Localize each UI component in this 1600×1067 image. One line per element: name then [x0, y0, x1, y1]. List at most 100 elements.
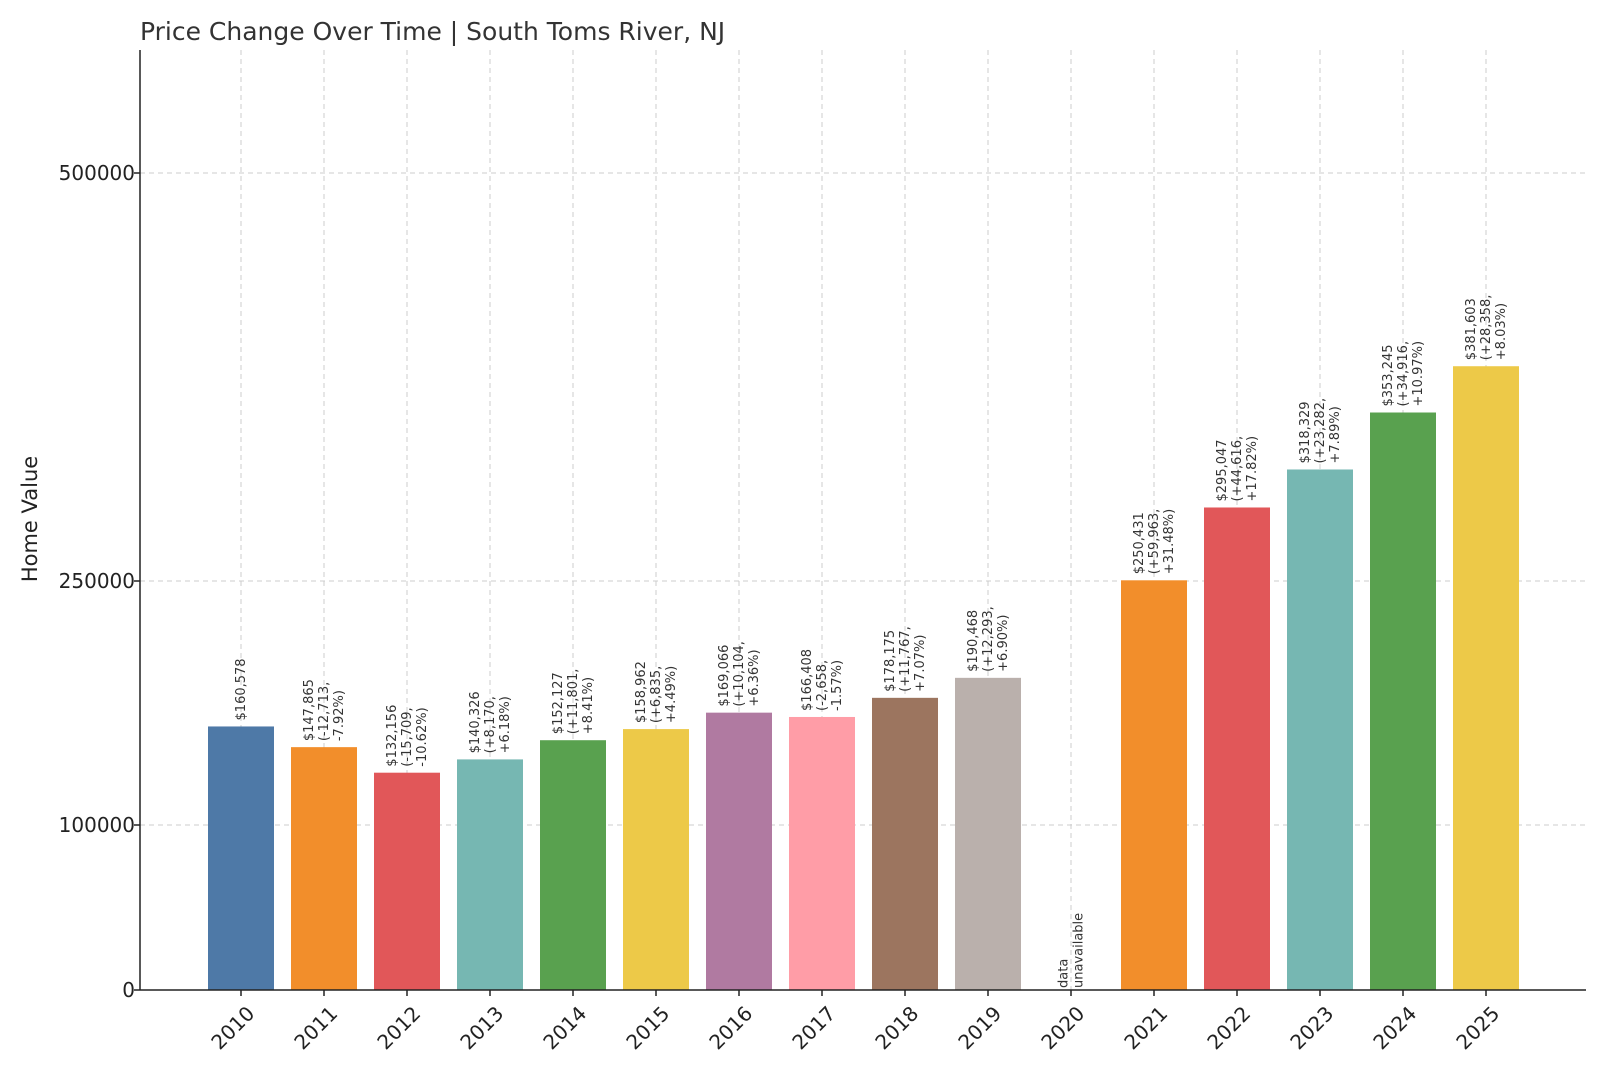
x-tick-label: 2017: [787, 1001, 840, 1054]
data-label-line: $381,603: [1464, 298, 1479, 360]
data-label-line: (+11,767,: [898, 626, 913, 692]
bar-2017: [789, 716, 855, 990]
data-label-line: data: [1057, 959, 1072, 988]
data-label-line: +6.36%): [747, 649, 762, 706]
data-label-line: (+11,801,: [566, 669, 581, 735]
data-label-line: +17.82%): [1245, 436, 1260, 502]
data-label-line: (+34,916,: [1396, 341, 1411, 407]
data-label-line: $169,066: [717, 645, 732, 707]
bar-2018: [872, 697, 938, 990]
data-label-2021: $250,431 (+59,963, +31.48%): [1132, 509, 1177, 575]
data-label-line: (-2,658,: [815, 660, 830, 711]
bar-2021: [1121, 580, 1187, 990]
y-tick-label: 100000: [59, 813, 135, 837]
x-tick-label: 2010: [206, 1001, 259, 1054]
data-label-line: $318,329: [1298, 401, 1313, 463]
data-label-line: (+44,616,: [1230, 436, 1245, 502]
data-label-line: $132,156: [385, 705, 400, 767]
y-axis-label: Home Value: [18, 456, 42, 582]
x-tick-label: 2021: [1119, 1001, 1172, 1054]
bar-2012: [374, 772, 440, 990]
y-tick-label: 250000: [59, 569, 135, 593]
bar-2019: [955, 677, 1021, 990]
data-label-2017: $166,408 (-2,658, -1.57%): [800, 649, 845, 711]
data-label-2024: $353,245 (+34,916, +10.97%): [1381, 341, 1426, 407]
data-label-2016: $169,066 (+10,104, +6.36%): [717, 641, 762, 707]
bar-2013: [457, 759, 523, 990]
x-tick-label: 2022: [1202, 1001, 1255, 1054]
data-label-line: $295,047: [1215, 439, 1230, 501]
data-label-line: (+10,104,: [732, 641, 747, 707]
data-label-2011: $147,865 (-12,713, -7.92%): [302, 679, 347, 741]
x-tick-label: 2016: [704, 1001, 757, 1054]
x-tick-label: 2013: [455, 1001, 508, 1054]
data-label-line: (-15,709,: [400, 707, 415, 766]
axes-layer: [139, 50, 1586, 991]
bar-2011: [291, 747, 357, 990]
x-tick-label: 2020: [1036, 1001, 1089, 1054]
data-label-line: $178,175: [883, 630, 898, 692]
data-labels-layer: $160,578 $147,865 (-12,713, -7.92%) $132,156…: [234, 295, 1509, 988]
bar-2023: [1287, 469, 1353, 990]
x-tick-label: 2018: [870, 1001, 923, 1054]
data-label-2014: $152,127 (+11,801, +8.41%): [551, 669, 596, 735]
x-tick-label: 2011: [289, 1001, 342, 1054]
data-label-2023: $318,329 (+23,282, +7.89%): [1298, 398, 1343, 464]
data-label-2020: data unavailable: [1057, 913, 1087, 988]
bar-2015: [623, 729, 689, 990]
data-label-line: +7.07%): [913, 635, 928, 692]
data-label-line: +6.90%): [996, 615, 1011, 672]
y-tick-label: 500000: [59, 161, 135, 185]
x-tick-label: 2025: [1451, 1001, 1504, 1054]
data-label-line: (+8,170,: [483, 696, 498, 753]
data-label-2010: $160,578: [234, 658, 249, 720]
data-label-line: (+6,835,: [649, 666, 664, 723]
bar-2024: [1370, 412, 1436, 990]
data-label-line: -10.62%): [415, 707, 430, 766]
data-label-line: (+59,963,: [1147, 509, 1162, 575]
x-tick-label: 2014: [538, 1001, 591, 1054]
data-label-line: +8.41%): [581, 677, 596, 734]
data-label-line: (-12,713,: [317, 682, 332, 741]
data-label-line: +8.03%): [1494, 303, 1509, 360]
data-label-line: (+23,282,: [1313, 398, 1328, 464]
data-label-line: $160,578: [234, 658, 249, 720]
data-label-line: +10.97%): [1411, 341, 1426, 407]
x-tick-label: 2019: [953, 1001, 1006, 1054]
data-label-2025: $381,603 (+28,358, +8.03%): [1464, 295, 1509, 361]
data-label-line: $166,408: [800, 649, 815, 711]
bars-layer: [208, 366, 1519, 991]
chart-title: Price Change Over Time | South Toms Rive…: [140, 17, 725, 46]
data-label-line: +31.48%): [1162, 509, 1177, 575]
data-label-line: +6.18%): [498, 696, 513, 753]
data-label-2019: $190,468 (+12,293, +6.90%): [966, 606, 1011, 672]
bar-2010: [208, 726, 274, 990]
data-label-line: unavailable: [1072, 913, 1087, 988]
data-label-line: $250,431: [1132, 512, 1147, 574]
bar-2022: [1204, 507, 1270, 990]
bar-2014: [540, 740, 606, 990]
data-label-line: $152,127: [551, 672, 566, 734]
data-label-line: -7.92%): [332, 690, 347, 741]
data-label-line: +7.89%): [1328, 406, 1343, 463]
data-label-line: -1.57%): [830, 660, 845, 711]
data-label-line: (+28,358,: [1479, 295, 1494, 361]
x-tick-label: 2023: [1285, 1001, 1338, 1054]
data-label-line: $140,326: [468, 691, 483, 753]
data-label-line: $190,468: [966, 610, 981, 672]
bar-2025: [1453, 366, 1519, 991]
data-label-2015: $158,962 (+6,835, +4.49%): [634, 661, 679, 723]
data-label-line: $158,962: [634, 661, 649, 723]
data-label-line: $353,245: [1381, 344, 1396, 406]
data-label-line: (+12,293,: [981, 606, 996, 672]
x-tick-label: 2024: [1368, 1001, 1421, 1054]
bar-2016: [706, 712, 772, 990]
data-label-2022: $295,047 (+44,616, +17.82%): [1215, 436, 1260, 502]
data-label-2012: $132,156 (-15,709, -10.62%): [385, 705, 430, 767]
x-tick-label: 2012: [372, 1001, 425, 1054]
data-label-2013: $140,326 (+8,170, +6.18%): [468, 691, 513, 753]
data-label-line: +4.49%): [664, 666, 679, 723]
data-label-2018: $178,175 (+11,767, +7.07%): [883, 626, 928, 692]
data-label-line: $147,865: [302, 679, 317, 741]
